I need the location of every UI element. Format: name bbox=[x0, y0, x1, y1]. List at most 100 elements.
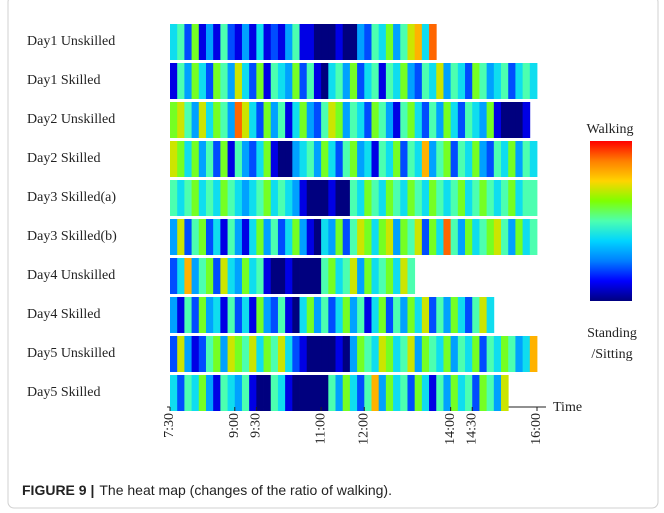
heat-cell bbox=[299, 219, 308, 255]
heat-cell bbox=[479, 180, 488, 216]
heat-cell bbox=[249, 141, 257, 177]
heat-cell bbox=[357, 63, 365, 99]
heat-cell bbox=[393, 336, 401, 372]
heat-cell bbox=[177, 258, 185, 294]
heat-cell bbox=[357, 102, 365, 138]
heat-cell bbox=[436, 219, 444, 255]
heat-cell bbox=[515, 63, 524, 99]
heat-cell bbox=[177, 102, 185, 138]
heat-cell bbox=[335, 375, 344, 411]
heat-cell bbox=[400, 258, 408, 294]
heat-cell bbox=[393, 258, 401, 294]
heat-cell bbox=[191, 102, 200, 138]
heat-cell bbox=[515, 219, 524, 255]
heat-cell bbox=[515, 180, 524, 216]
heat-cell bbox=[292, 63, 300, 99]
heat-cell bbox=[220, 180, 228, 216]
heat-cell bbox=[522, 336, 531, 372]
heat-cell bbox=[335, 24, 344, 60]
heat-cell bbox=[277, 24, 286, 60]
heat-cell bbox=[285, 180, 293, 216]
heat-cell bbox=[321, 180, 329, 216]
heat-cell bbox=[457, 336, 466, 372]
heat-cell bbox=[385, 63, 394, 99]
heat-cell bbox=[493, 102, 502, 138]
heat-cell bbox=[299, 258, 308, 294]
heat-cell bbox=[486, 375, 495, 411]
heat-cell bbox=[378, 219, 387, 255]
heat-cell bbox=[407, 24, 416, 60]
heat-cell bbox=[191, 219, 200, 255]
heat-cell bbox=[263, 141, 272, 177]
heat-cell bbox=[256, 63, 264, 99]
heat-cell bbox=[220, 63, 228, 99]
heat-cell bbox=[249, 336, 257, 372]
heat-cell bbox=[241, 63, 250, 99]
heat-cell bbox=[292, 375, 300, 411]
heat-cell bbox=[457, 375, 466, 411]
heat-cell bbox=[263, 375, 272, 411]
heat-cell bbox=[170, 336, 178, 372]
heat-cell bbox=[256, 258, 264, 294]
heat-cell bbox=[385, 180, 394, 216]
heat-cell bbox=[270, 219, 279, 255]
heat-cell bbox=[227, 375, 236, 411]
heat-cell bbox=[393, 63, 401, 99]
heat-cell bbox=[241, 102, 250, 138]
heat-cell bbox=[429, 297, 437, 333]
heat-cell bbox=[234, 102, 243, 138]
row-label: Day5 Skilled bbox=[27, 385, 101, 400]
heat-cell bbox=[515, 141, 524, 177]
heat-cell bbox=[421, 336, 430, 372]
heat-cell bbox=[213, 24, 221, 60]
heat-cell bbox=[313, 63, 322, 99]
heat-cell bbox=[421, 24, 430, 60]
heat-cell bbox=[292, 141, 300, 177]
heat-cell bbox=[241, 180, 250, 216]
heat-cell bbox=[263, 336, 272, 372]
row-label: Day3 Skilled(a) bbox=[27, 190, 116, 205]
heat-cell bbox=[328, 24, 336, 60]
heat-cell bbox=[205, 102, 214, 138]
heat-cell bbox=[220, 102, 228, 138]
heat-cell bbox=[349, 258, 358, 294]
heat-cell bbox=[472, 180, 480, 216]
heat-cell bbox=[378, 24, 387, 60]
heat-cell bbox=[220, 375, 228, 411]
heat-cell bbox=[457, 180, 466, 216]
heat-cell bbox=[515, 336, 524, 372]
heat-cell bbox=[198, 63, 207, 99]
heat-cell bbox=[313, 336, 322, 372]
heat-cell bbox=[364, 102, 372, 138]
heat-cell bbox=[241, 375, 250, 411]
heat-cell bbox=[472, 141, 480, 177]
heat-cell bbox=[270, 180, 279, 216]
heat-cell bbox=[479, 63, 488, 99]
heat-cell bbox=[270, 375, 279, 411]
heat-cell bbox=[414, 102, 423, 138]
heat-cell bbox=[486, 63, 495, 99]
heat-cell bbox=[371, 219, 380, 255]
heat-cell bbox=[270, 141, 279, 177]
heat-cell bbox=[371, 102, 380, 138]
heat-cell bbox=[306, 141, 315, 177]
heat-cell bbox=[191, 258, 200, 294]
heat-cell bbox=[414, 375, 423, 411]
heat-cell bbox=[457, 141, 466, 177]
heat-cell bbox=[407, 63, 416, 99]
heat-cell bbox=[306, 297, 315, 333]
heat-cell bbox=[393, 219, 401, 255]
heat-cell bbox=[292, 102, 300, 138]
heat-cell bbox=[285, 297, 293, 333]
heat-cell bbox=[342, 141, 351, 177]
heat-cell bbox=[349, 336, 358, 372]
heat-cell bbox=[371, 297, 380, 333]
heat-cell bbox=[436, 141, 444, 177]
heat-cell bbox=[220, 297, 228, 333]
heat-cell bbox=[450, 219, 459, 255]
heat-cell bbox=[479, 336, 488, 372]
heat-cell bbox=[436, 102, 444, 138]
heat-cell bbox=[306, 219, 315, 255]
heat-cell bbox=[371, 336, 380, 372]
heat-cell bbox=[328, 375, 336, 411]
